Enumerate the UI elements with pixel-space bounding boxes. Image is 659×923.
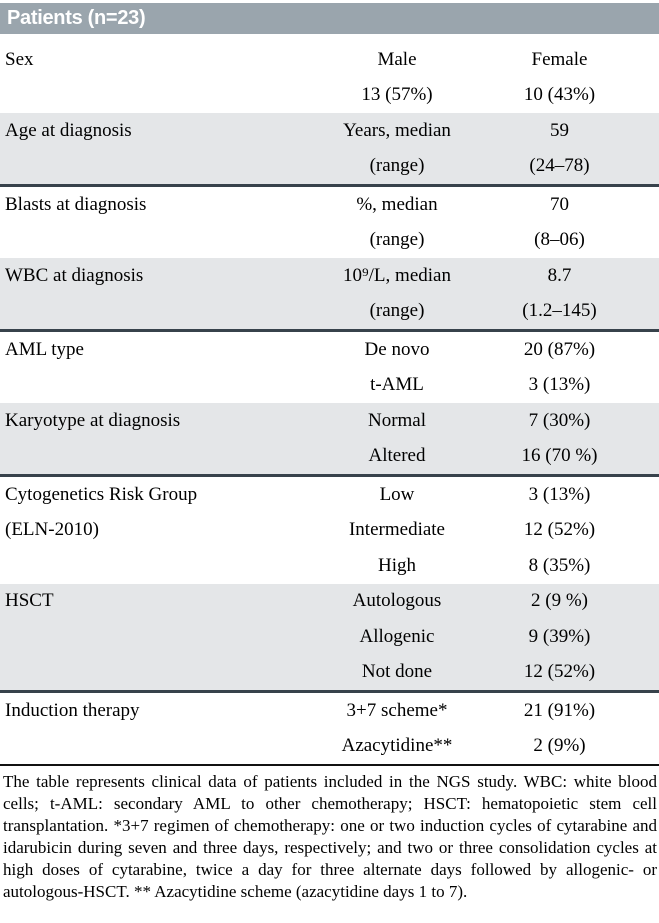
value-cell: 20 (87%) (523, 338, 596, 360)
value-cell: Female (531, 48, 588, 70)
table-row: Not done 12 (52%) (0, 655, 659, 691)
category-cell: De novo (364, 338, 430, 360)
category-cell: %, median (356, 193, 438, 215)
category-cell: High (378, 554, 416, 576)
table-row: (range) (24–78) (0, 149, 659, 185)
row-label-cell: Karyotype at diagnosis (5, 409, 181, 431)
category-cell: Altered (368, 445, 426, 467)
table-row: t-AML 3 (13%) (0, 368, 659, 404)
value-cell: 21 (91%) (523, 699, 596, 721)
value-cell: 9 (39%) (528, 625, 591, 647)
category-cell: 13 (57%) (361, 84, 433, 106)
category-cell: 3+7 scheme* (346, 699, 448, 721)
value-cell: 3 (13%) (528, 374, 591, 396)
category-cell: Autologous (352, 590, 442, 612)
table-section: Age at diagnosis Years, median 59 (range) (2… (0, 113, 659, 187)
row-label-cell: HSCT (5, 590, 54, 612)
value-cell: 3 (13%) (528, 483, 591, 505)
table-section: WBC at diagnosis 10⁹/L, median 8.7 (range)(… (0, 258, 659, 332)
category-cell: Male (377, 48, 417, 70)
table-row: HSCT Autologous 2 (9 %) (0, 584, 659, 620)
table-section: Cytogenetics Risk Group Low 3 (13%) (ELN-20… (0, 477, 659, 584)
table-row: Cytogenetics Risk Group Low 3 (13%) (0, 477, 659, 513)
table-title: Patients (n=23) (7, 7, 146, 29)
category-cell: 10⁹/L, median (343, 264, 451, 286)
value-cell: 8 (35%) (528, 554, 591, 576)
category-cell: Azacytidine** (341, 735, 453, 757)
row-label-cell: Age at diagnosis (5, 119, 132, 141)
category-cell: t-AML (370, 374, 424, 396)
category-cell: (range) (369, 300, 425, 322)
table-row: (range) (8–06) (0, 223, 659, 259)
table-footnote: The table represents clinical data of pa… (3, 772, 657, 901)
category-cell: (range) (369, 229, 425, 251)
value-cell: 12 (52%) (523, 661, 596, 683)
value-cell: (8–06) (534, 229, 585, 251)
value-cell: 70 (550, 193, 569, 215)
value-cell: 10 (43%) (523, 84, 596, 106)
value-cell: 59 (550, 119, 569, 141)
table-body: Sex Male Female 13 (57%) 10 (43%) Age at diag… (0, 42, 659, 766)
value-cell: (1.2–145) (522, 300, 597, 322)
category-cell: Intermediate (348, 519, 445, 541)
table-header-bar: Patients (n=23) (0, 3, 659, 34)
table-section: HSCT Autologous 2 (9 %) Allogenic 9 (39%) Not… (0, 583, 659, 693)
table-section: Sex Male Female 13 (57%) 10 (43%) (0, 42, 659, 113)
clinical-data-table-page: Patients (n=23) Sex Male Female 13 (57%) 10 … (0, 3, 659, 903)
table-row: Altered 16 (70 %) (0, 439, 659, 475)
value-cell: 7 (30%) (528, 409, 591, 431)
value-cell: 2 (9 %) (531, 590, 588, 612)
table-row: Induction therapy 3+7 scheme* 21 (91%) (0, 693, 659, 729)
table-row: AML type De novo 20 (87%) (0, 332, 659, 368)
value-cell: (24–78) (529, 155, 590, 177)
table-row: WBC at diagnosis 10⁹/L, median 8.7 (0, 258, 659, 294)
category-cell: (range) (369, 155, 425, 177)
row-label-cell: Induction therapy (5, 699, 140, 721)
table-section: Karyotype at diagnosis Normal 7 (30%) Alter… (0, 403, 659, 477)
table-row: Allogenic 9 (39%) (0, 619, 659, 655)
table-row: (range) (1.2–145) (0, 294, 659, 330)
category-cell: Not done (361, 661, 433, 683)
table-row: Karyotype at diagnosis Normal 7 (30%) (0, 403, 659, 439)
row-label-cell: WBC at diagnosis (5, 264, 144, 286)
table-section: AML type De novo 20 (87%) t-AML 3 (13%) (0, 332, 659, 403)
table-row: Sex Male Female (0, 42, 659, 78)
category-cell: Allogenic (359, 625, 435, 647)
table-section: Induction therapy 3+7 scheme* 21 (91%) Azac… (0, 693, 659, 766)
table-section: Blasts at diagnosis %, median 70 (range) (8–… (0, 187, 659, 258)
category-cell: Years, median (343, 119, 451, 141)
table-row: High 8 (35%) (0, 548, 659, 584)
value-cell: 2 (9%) (533, 735, 586, 757)
row-label-cell: (ELN-2010) (5, 519, 99, 541)
value-cell: 8.7 (547, 264, 572, 286)
category-cell: Normal (367, 409, 427, 431)
value-cell: 16 (70 %) (521, 445, 598, 467)
table-row: (ELN-2010) Intermediate 12 (52%) (0, 513, 659, 549)
row-label-cell: Blasts at diagnosis (5, 193, 147, 215)
value-cell: 12 (52%) (523, 519, 596, 541)
table-row: Blasts at diagnosis %, median 70 (0, 187, 659, 223)
category-cell: Low (379, 483, 415, 505)
table-row: Azacytidine** 2 (9%) (0, 729, 659, 765)
row-label-cell: Sex (5, 48, 34, 70)
row-label-cell: AML type (5, 338, 84, 360)
table-row: Age at diagnosis Years, median 59 (0, 113, 659, 149)
table-row: 13 (57%) 10 (43%) (0, 78, 659, 114)
row-label-cell: Cytogenetics Risk Group (5, 483, 198, 505)
